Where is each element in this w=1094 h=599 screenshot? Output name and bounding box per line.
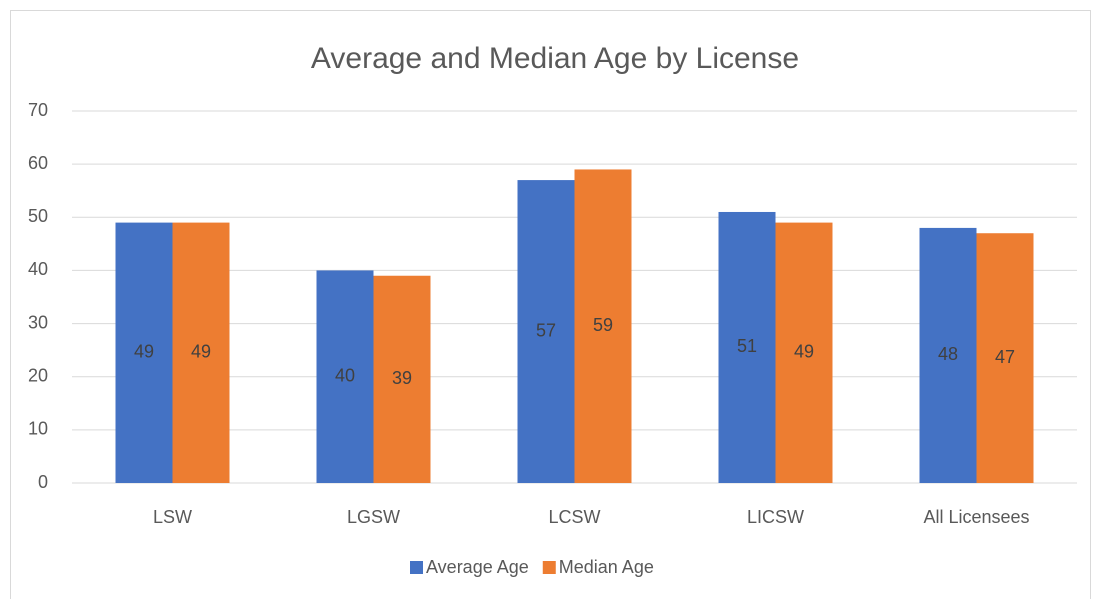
data-label: 51 [737, 336, 757, 356]
y-tick-label: 0 [38, 472, 48, 492]
data-label: 39 [392, 368, 412, 388]
y-tick-label: 30 [28, 312, 48, 332]
bar [718, 211, 776, 483]
bar [919, 227, 977, 483]
y-tick-label: 50 [28, 206, 48, 226]
bar [373, 275, 431, 483]
legend-swatch [542, 561, 556, 574]
bar [172, 222, 230, 483]
bar [775, 222, 833, 483]
y-tick-label: 40 [28, 259, 48, 279]
y-tick-label: 60 [28, 153, 48, 173]
legend-label: Median Age [559, 557, 654, 577]
data-label: 49 [191, 342, 211, 362]
data-label: 57 [536, 320, 556, 340]
x-tick-label: All Licensees [923, 507, 1029, 527]
data-label: 49 [794, 342, 814, 362]
legend-swatch [410, 561, 423, 574]
data-label: 47 [995, 347, 1015, 367]
x-tick-label: LICSW [747, 507, 804, 527]
y-tick-label: 10 [28, 419, 48, 439]
x-tick-label: LCSW [548, 507, 600, 527]
bar [574, 169, 632, 483]
x-tick-label: LSW [153, 507, 192, 527]
data-label: 49 [134, 342, 154, 362]
data-label: 48 [938, 344, 958, 364]
y-tick-label: 20 [28, 365, 48, 385]
x-tick-label: LGSW [347, 507, 400, 527]
bar [115, 222, 173, 483]
y-tick-label: 70 [28, 100, 48, 120]
bar [517, 180, 575, 484]
data-label: 40 [335, 365, 355, 385]
legend-label: Average Age [426, 557, 529, 577]
bar [316, 270, 374, 483]
chart-title: Average and Median Age by License [311, 42, 799, 75]
bar [976, 233, 1034, 483]
data-label: 59 [593, 315, 613, 335]
